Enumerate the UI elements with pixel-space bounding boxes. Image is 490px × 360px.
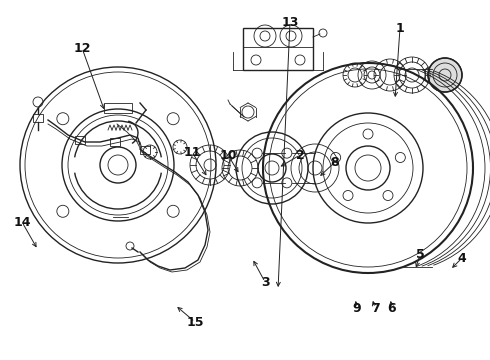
Bar [33,114,43,122]
Text: 4: 4 [458,252,466,265]
Text: 8: 8 [331,156,339,168]
Text: 10: 10 [219,149,237,162]
Bar [243,28,313,70]
Bar [104,103,132,113]
Text: 1: 1 [395,22,404,35]
Text: 3: 3 [261,275,270,288]
Circle shape [428,58,462,92]
Text: 15: 15 [186,315,204,328]
Text: 7: 7 [370,302,379,315]
Text: 14: 14 [13,216,31,229]
Text: 2: 2 [295,149,304,162]
Text: 9: 9 [353,302,361,315]
Text: 13: 13 [281,15,299,28]
Text: 6: 6 [388,302,396,315]
Text: 5: 5 [416,248,424,261]
Bar [110,138,120,146]
Text: 12: 12 [73,41,91,54]
Bar [75,136,85,144]
Text: 11: 11 [183,145,201,158]
Bar [140,146,150,154]
